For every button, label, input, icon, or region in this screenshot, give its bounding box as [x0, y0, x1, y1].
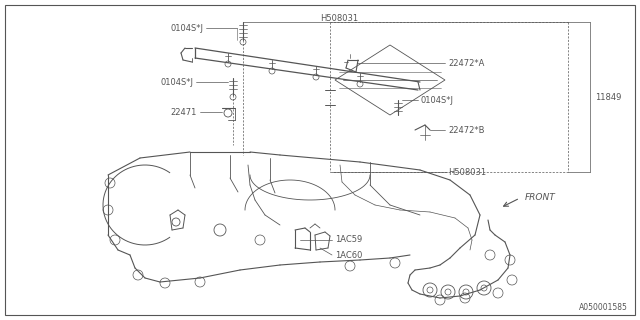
Text: H508031: H508031: [320, 13, 358, 22]
Text: 1AC59: 1AC59: [335, 236, 362, 244]
Text: 1AC60: 1AC60: [335, 251, 362, 260]
Text: 22472*B: 22472*B: [448, 125, 484, 134]
Text: 22472*A: 22472*A: [448, 59, 484, 68]
Text: 0104S*J: 0104S*J: [170, 23, 203, 33]
Text: A050001585: A050001585: [579, 303, 628, 313]
Text: H508031: H508031: [448, 167, 486, 177]
Text: 22471: 22471: [171, 108, 197, 116]
Text: FRONT: FRONT: [525, 193, 556, 202]
Text: 0104S*J: 0104S*J: [420, 95, 453, 105]
Text: 0104S*J: 0104S*J: [160, 77, 193, 86]
Text: 11849: 11849: [595, 92, 621, 101]
